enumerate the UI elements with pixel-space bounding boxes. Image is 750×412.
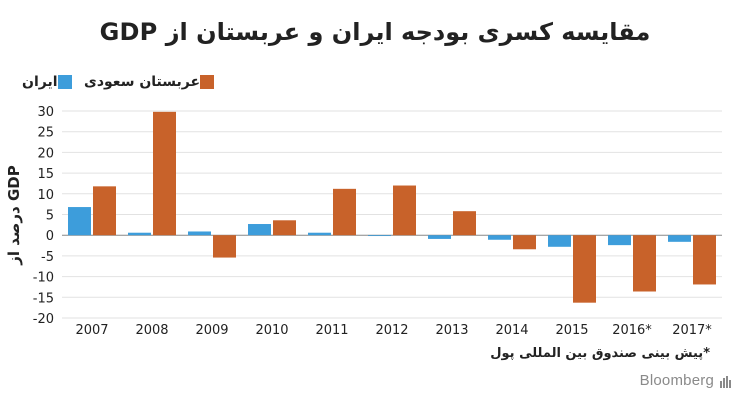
bar-saudi — [153, 111, 176, 236]
footnote: *پیش بینی صندوق بین المللی پول — [490, 346, 710, 361]
legend-label-iran: ایران — [22, 74, 58, 90]
bar-iran — [608, 235, 631, 246]
x-tick-label: 2010 — [255, 323, 288, 338]
legend-item-saudi: عربستان سعودی — [80, 74, 215, 90]
y-tick-label: -15 — [33, 291, 54, 306]
y-tick-label: -5 — [41, 250, 54, 265]
x-tick-label: 2014 — [495, 323, 528, 338]
y-tick-label: 0 — [46, 229, 54, 244]
bar-saudi — [453, 211, 476, 236]
y-tick-label: 20 — [37, 146, 54, 161]
bar-saudi — [633, 235, 656, 292]
legend-swatch-iran — [57, 75, 72, 89]
bar-saudi — [213, 235, 236, 258]
bar-iran — [308, 232, 331, 236]
y-tick-label: -10 — [33, 271, 54, 286]
legend-label-saudi: عربستان سعودی — [84, 74, 201, 90]
brand-bars-icon — [720, 376, 731, 388]
bar-iran — [368, 235, 391, 237]
bar-saudi — [573, 235, 596, 303]
y-tick-label: 15 — [37, 167, 54, 182]
bar-iran — [488, 235, 511, 240]
legend-swatch-saudi — [200, 75, 215, 89]
brand-logo-text: Bloomberg — [639, 372, 714, 389]
y-tick-label: 5 — [46, 209, 54, 224]
x-tick-label: 2016* — [612, 323, 652, 338]
bar-iran — [248, 224, 271, 236]
bar-saudi — [393, 185, 416, 236]
bar-saudi — [693, 235, 716, 285]
bar-iran — [428, 235, 451, 239]
bar-iran — [68, 207, 91, 236]
y-tick-label: 30 — [37, 105, 54, 120]
legend-item-iran: ایران — [18, 74, 72, 90]
bar-saudi — [333, 188, 356, 236]
x-tick-label: 2009 — [195, 323, 228, 338]
chart-title: مقایسه کسری بودجه ایران و عربستان از GDP — [99, 18, 651, 46]
y-tick-label: -20 — [33, 312, 54, 327]
bar-iran — [188, 231, 211, 236]
x-tick-label: 2015 — [555, 323, 588, 338]
bar-saudi — [513, 235, 536, 250]
x-tick-label: 2007 — [75, 323, 108, 338]
bar-saudi — [93, 186, 116, 236]
y-tick-label: 25 — [37, 126, 54, 141]
x-tick-label: 2011 — [315, 323, 348, 338]
x-tick-label: 2012 — [375, 323, 408, 338]
y-tick-label: 10 — [37, 188, 54, 203]
x-tick-label: 2013 — [435, 323, 468, 338]
bar-iran — [548, 235, 571, 247]
bar-saudi — [273, 220, 296, 236]
bar-iran — [128, 232, 151, 236]
x-tick-label: 2017* — [672, 323, 712, 338]
x-tick-label: 2008 — [135, 323, 168, 338]
bar-iran — [668, 235, 691, 242]
